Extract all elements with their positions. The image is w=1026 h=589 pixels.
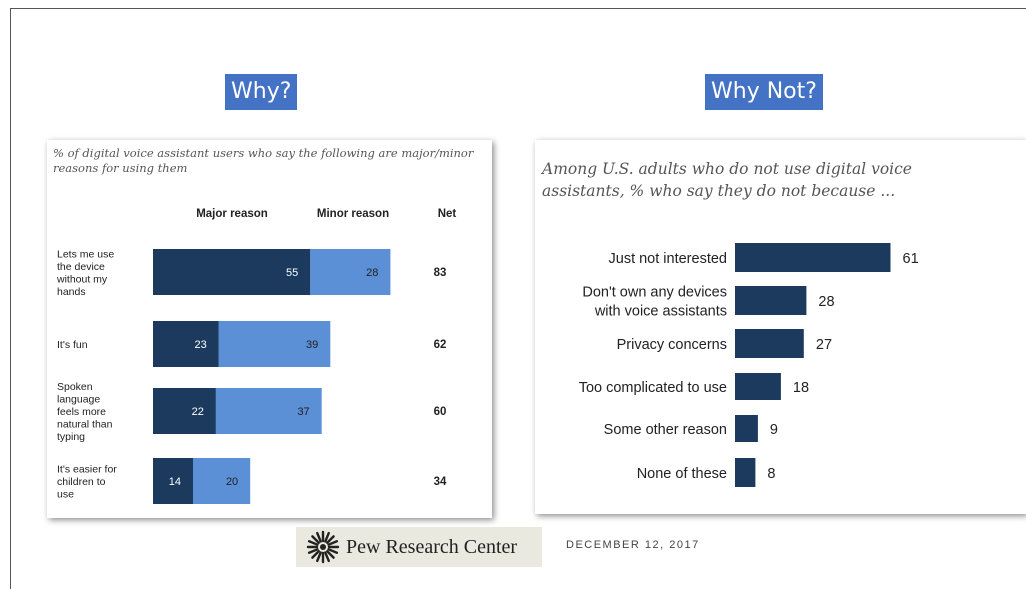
category-label: language [57,394,100,406]
category-label: feels more [57,406,106,418]
minor-value-label: 39 [306,339,318,351]
minor-reason-bar [193,458,251,504]
value-label: 28 [818,294,834,310]
sunburst-ray [316,551,322,563]
column-header: Minor reason [317,208,389,220]
net-value-label: 83 [434,267,447,279]
category-label: without my [56,273,108,285]
value-label: 9 [770,422,778,438]
major-reason-bar [153,249,311,295]
net-value-label: 34 [434,476,447,488]
value-label: 61 [903,251,919,267]
category-label: None of these [637,466,727,482]
sunburst-ray [311,550,320,559]
reasons-for-using-panel: % of digital voice assistant users who s… [47,140,492,518]
sunburst-ray [311,535,320,544]
category-label: typing [57,431,85,443]
category-label: use [57,489,74,501]
minor-value-label: 20 [226,476,238,488]
column-header: Net [438,208,457,220]
sunburst-ray [324,551,330,563]
left-chart-title: % of digital voice assistant users who s… [53,146,474,175]
sunburst-ray [326,535,335,544]
category-label: Just not interested [609,251,728,267]
sunburst-ray [307,540,319,546]
category-label: Spoken [57,381,93,393]
sunburst-ray [326,550,335,559]
bar [735,329,804,358]
category-label: natural than [57,419,113,431]
major-value-label: 55 [286,267,298,279]
net-value-label: 62 [434,339,447,351]
net-value-label: 60 [434,406,447,418]
sunburst-ray [316,531,322,543]
minor-reason-bar [218,321,331,367]
pew-logo: Pew Research Center [296,527,542,567]
value-label: 27 [816,337,832,353]
bar [735,458,756,487]
value-label: 8 [767,466,775,482]
why-label: Why? [225,74,298,110]
sunburst-ray [324,531,330,543]
major-value-label: 14 [169,476,181,488]
slide-border [10,8,1026,589]
why-not-label: Why Not? [705,74,823,110]
minor-value-label: 28 [366,267,378,279]
minor-reason-bar [310,249,391,295]
right-chart-title: Among U.S. adults who do not use digital… [542,160,912,200]
category-label: Lets me use [57,248,114,260]
major-reason-bar [153,321,219,367]
category-label: children to [57,476,106,488]
category-label: Too complicated to use [579,380,727,396]
pew-logo-text: Pew Research Center [346,535,518,558]
major-reason-bar [153,388,216,434]
major-reason-bar [153,458,193,504]
category-label: Some other reason [604,422,727,438]
sunburst-ray [327,548,339,554]
report-date: DECEMBER 12, 2017 [566,539,700,551]
minor-value-label: 37 [297,406,309,418]
category-label: It's fun [57,339,88,351]
major-value-label: 23 [195,339,207,351]
category-label: hands [57,286,86,298]
sunburst-ray [327,540,339,546]
category-label: It's easier for [57,464,117,476]
category-label: Don't own any devices [582,285,727,301]
value-label: 18 [793,380,809,396]
pew-logo-icon [306,530,340,564]
left-chart-svg: Major reason Minor reason Net Lets me useth… [56,208,457,504]
category-label: Privacy concerns [617,337,727,353]
minor-reason-bar [215,388,322,434]
bar [735,373,781,400]
right-chart-svg: Just not interested 61 Don't own any devic… [579,243,919,487]
bar [735,415,758,442]
reasons-for-not-using-panel: Among U.S. adults who do not use digital… [535,140,1026,514]
category-label: with voice assistants [594,304,727,320]
column-header: Major reason [196,208,268,220]
sunburst-ray [307,548,319,554]
major-value-label: 22 [192,406,204,418]
category-label: the device [57,261,105,273]
bar [735,286,807,315]
bar [735,243,891,272]
